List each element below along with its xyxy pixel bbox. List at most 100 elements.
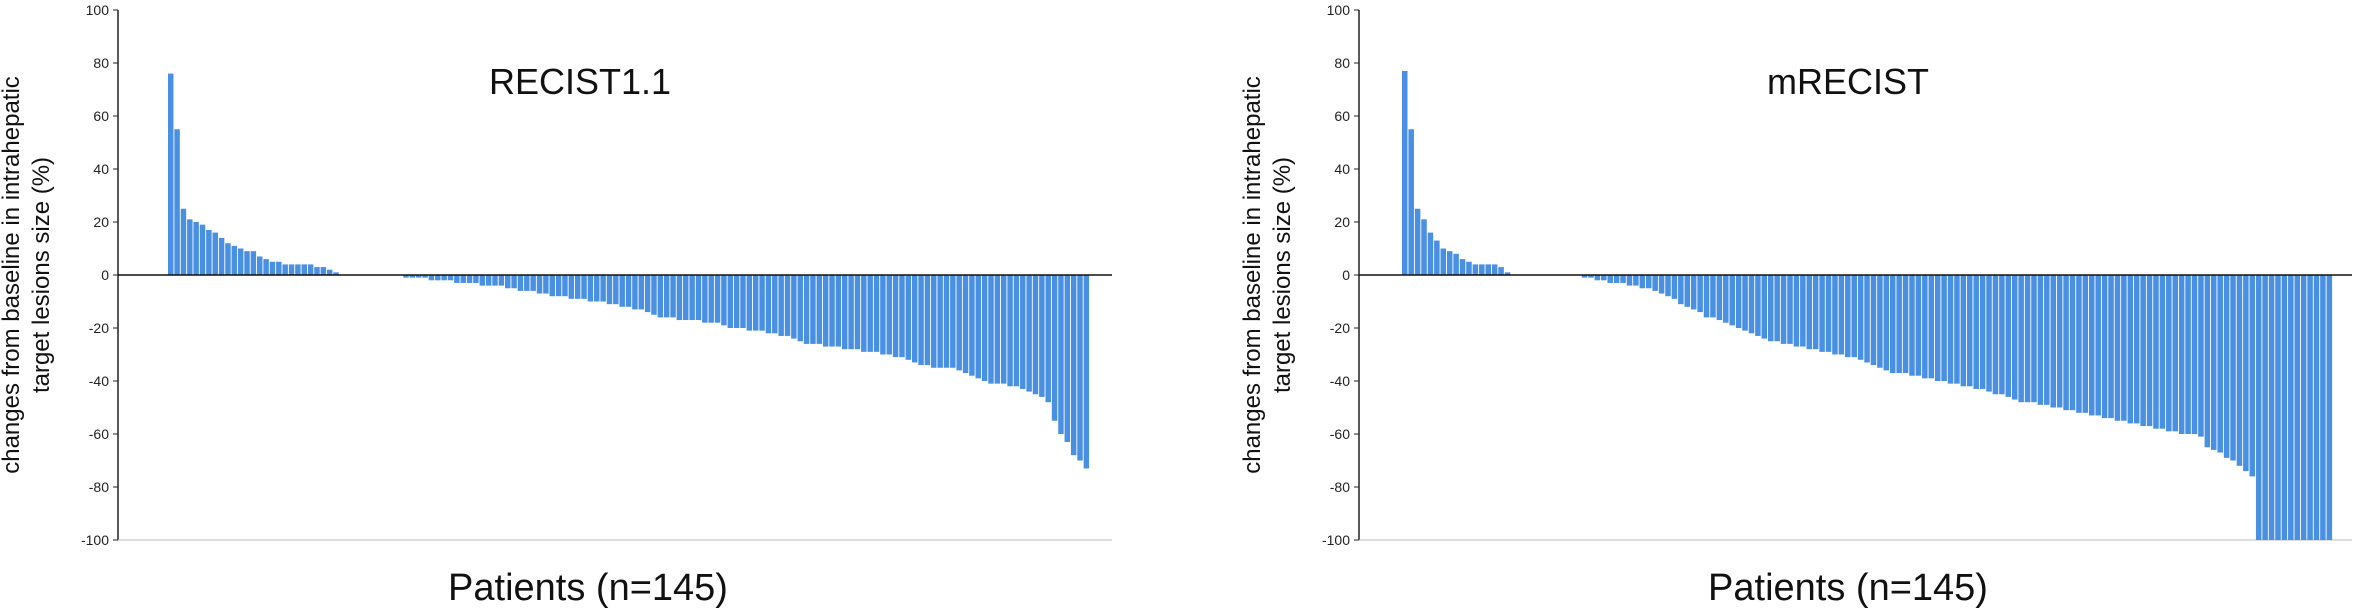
bar	[867, 275, 873, 352]
y-tick-label: 40	[93, 161, 109, 177]
bar	[594, 275, 600, 302]
bar	[498, 275, 505, 286]
bar	[2018, 275, 2024, 403]
bar	[962, 275, 969, 374]
bar	[784, 275, 791, 336]
bar	[854, 275, 861, 350]
bar	[1440, 248, 1447, 275]
y-tick-label: -100	[81, 532, 109, 548]
bar	[663, 275, 670, 318]
y-tick-label: -60	[89, 426, 109, 442]
bar	[1485, 264, 1491, 275]
bar	[2243, 275, 2249, 472]
bar	[803, 275, 810, 344]
bar	[581, 275, 587, 299]
bar	[905, 275, 912, 360]
y-tick-label: 60	[1334, 108, 1350, 124]
bar	[797, 275, 803, 342]
bar	[1832, 275, 1838, 355]
bar	[861, 275, 867, 352]
bar	[1857, 275, 1864, 360]
bar	[1077, 275, 1083, 461]
bar	[2249, 275, 2256, 477]
bar	[555, 275, 562, 297]
bar	[1045, 275, 1051, 403]
bar	[1594, 275, 1601, 281]
bar	[1845, 275, 1851, 358]
bar	[1472, 264, 1479, 275]
y-tick-label: -20	[89, 320, 109, 336]
bar	[848, 275, 854, 350]
bar	[842, 275, 848, 350]
bar	[326, 269, 333, 275]
bar	[206, 229, 212, 275]
bar	[263, 259, 269, 275]
bar	[759, 275, 765, 331]
bar	[625, 275, 632, 307]
y-axis-label-line2: target lesions size (%)	[1269, 157, 1296, 393]
bar	[708, 275, 714, 323]
y-tick-label: 20	[1334, 214, 1350, 230]
bar	[1639, 275, 1646, 289]
bar	[746, 275, 753, 331]
bar	[2198, 275, 2204, 437]
bar	[988, 275, 994, 384]
bar	[301, 264, 307, 275]
bar	[829, 275, 835, 347]
bar	[638, 275, 644, 310]
bar	[1800, 275, 1806, 347]
bar	[931, 275, 937, 368]
bar	[1613, 275, 1620, 283]
bar	[772, 275, 778, 334]
bar	[1626, 275, 1633, 286]
bar	[2255, 275, 2262, 540]
bar	[613, 275, 619, 305]
bar	[2127, 275, 2134, 424]
bar	[956, 275, 962, 371]
bar	[2326, 275, 2333, 540]
bar	[1755, 275, 1761, 336]
bar	[2313, 275, 2320, 540]
bar	[1806, 275, 1813, 350]
bar	[1690, 275, 1697, 310]
bar	[288, 264, 295, 275]
panel-recist: 100 80 60 40 20 0 -20 -40 -60 -80 -100 RECIST1.1 P…	[0, 2, 1112, 609]
bar	[218, 237, 225, 275]
bar	[1915, 275, 1922, 376]
bar	[1928, 275, 1935, 379]
y-tick-label: 0	[1342, 267, 1350, 283]
bar	[1723, 275, 1729, 323]
bar	[975, 275, 981, 379]
bar	[1665, 275, 1671, 297]
bar	[2037, 275, 2044, 405]
y-ticks: 100 80 60 40 20 0 -20 -40 -60 -80 -100	[1322, 2, 1359, 548]
bar	[536, 275, 543, 294]
bar	[1979, 275, 1986, 389]
bar	[2050, 275, 2057, 408]
y-tick-label: -40	[1330, 373, 1350, 389]
bar	[1812, 275, 1819, 350]
bar	[1427, 232, 1434, 275]
bar	[1825, 275, 1832, 352]
bar	[670, 275, 676, 318]
y-tick-label: -20	[1330, 320, 1350, 336]
bar	[422, 275, 428, 278]
bar	[180, 208, 187, 275]
bar	[1851, 275, 1857, 358]
bar	[282, 264, 288, 275]
bar	[1684, 275, 1691, 307]
y-ticks: 100 80 60 40 20 0 -20 -40 -60 -80 -100	[81, 2, 118, 548]
bar	[2275, 275, 2281, 540]
bar	[1051, 275, 1058, 421]
bar	[1787, 275, 1793, 344]
bar	[2153, 275, 2159, 429]
bar	[2300, 275, 2307, 540]
bar	[2262, 275, 2268, 540]
bar	[2320, 275, 2326, 540]
bar	[530, 275, 536, 291]
y-tick-label: -60	[1330, 426, 1350, 442]
bar	[791, 275, 797, 339]
bar	[1710, 275, 1716, 318]
bar	[873, 275, 880, 352]
